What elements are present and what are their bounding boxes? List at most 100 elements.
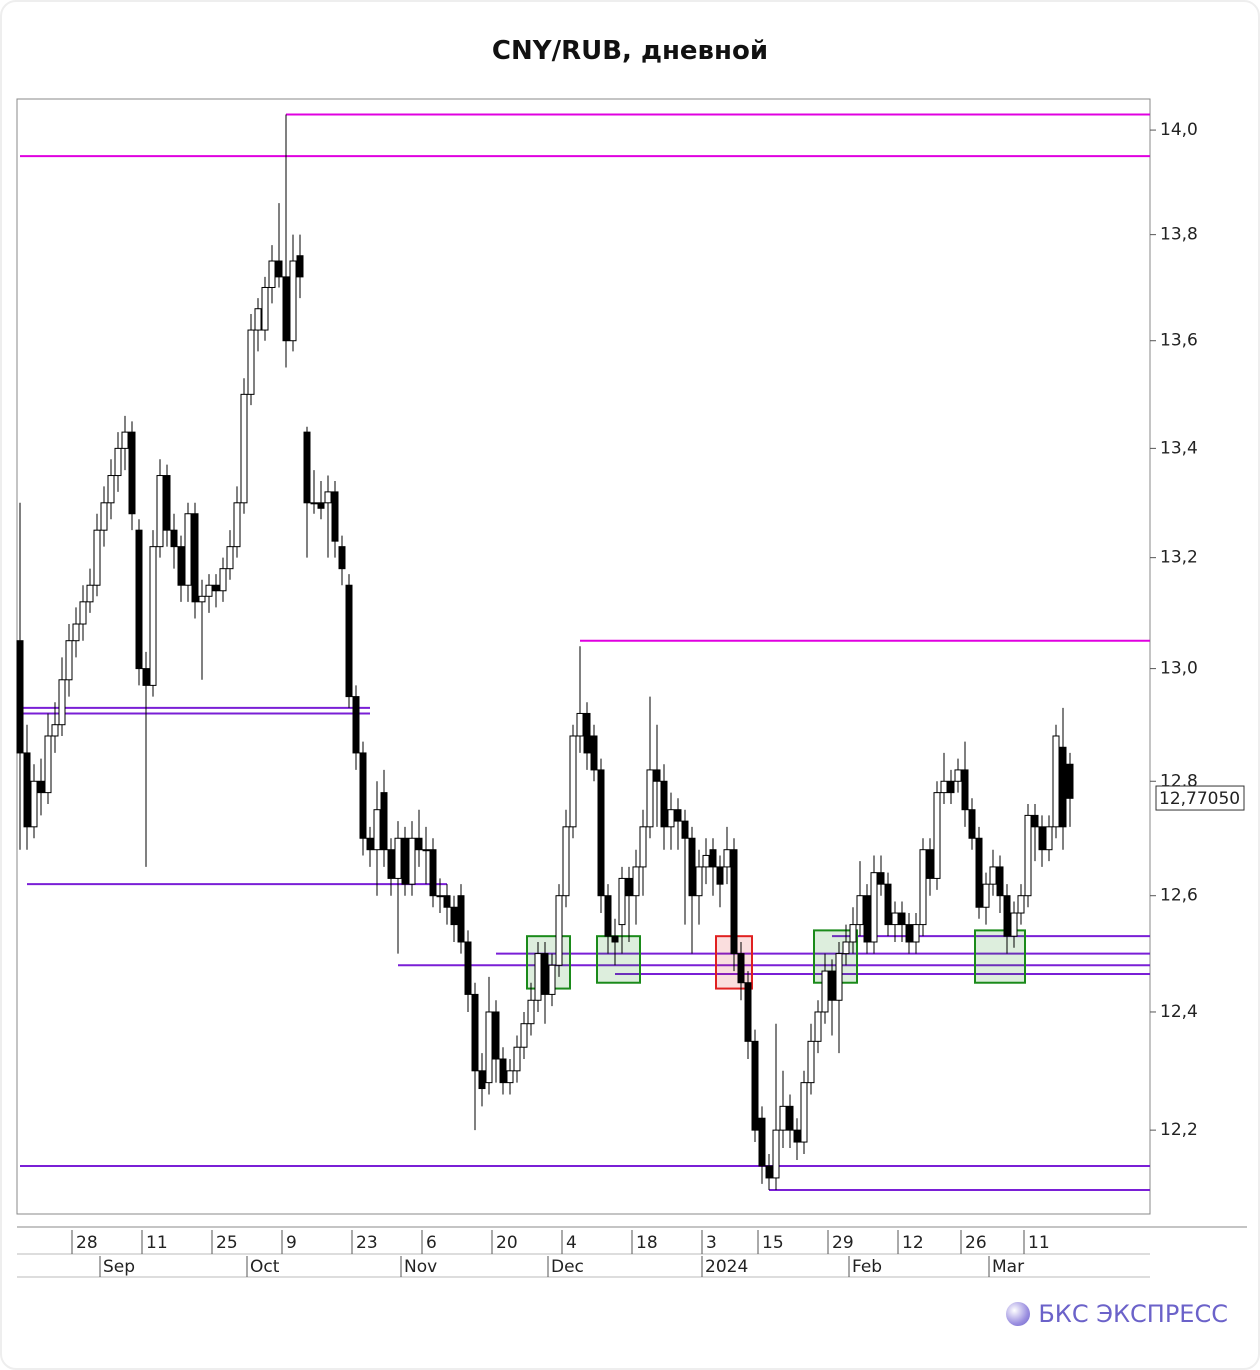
candle-body bbox=[709, 849, 717, 868]
candle-body bbox=[268, 260, 276, 288]
candle-body bbox=[632, 866, 640, 897]
candle-body bbox=[625, 877, 633, 897]
candle-body bbox=[72, 623, 80, 642]
candle-body bbox=[226, 546, 234, 570]
candle-body bbox=[1017, 895, 1025, 914]
candle-body bbox=[261, 286, 269, 331]
candle-body bbox=[667, 809, 675, 828]
candle-body bbox=[527, 999, 535, 1025]
candle-body bbox=[702, 854, 710, 868]
candle-body bbox=[891, 912, 899, 926]
x-tick-label: 12 bbox=[902, 1233, 924, 1253]
candle-body bbox=[107, 475, 115, 504]
candle-body bbox=[611, 935, 619, 943]
candle-body bbox=[198, 595, 206, 603]
candle-body bbox=[849, 924, 857, 943]
candle-body bbox=[282, 276, 290, 342]
candle-body bbox=[23, 752, 31, 828]
candle-body bbox=[821, 970, 829, 1013]
candle-body bbox=[800, 1082, 808, 1143]
candle-body bbox=[324, 491, 332, 504]
candle-body bbox=[380, 792, 388, 851]
brand-logo bbox=[1006, 1302, 1031, 1326]
candle-body bbox=[65, 640, 73, 681]
candle-body bbox=[716, 866, 724, 885]
candle-body bbox=[394, 837, 402, 879]
candle-body bbox=[954, 769, 962, 782]
candle-body bbox=[471, 993, 479, 1072]
candle-body bbox=[16, 640, 24, 754]
x-tick-label: 23 bbox=[356, 1233, 378, 1253]
candle-body bbox=[842, 941, 850, 955]
candle-body bbox=[723, 849, 731, 868]
candle-body bbox=[590, 735, 598, 771]
candle-body bbox=[597, 769, 605, 897]
candle-body bbox=[758, 1117, 766, 1167]
candle-body bbox=[996, 866, 1004, 897]
candle-body bbox=[751, 1040, 759, 1131]
candle-body bbox=[37, 780, 45, 794]
candle-body bbox=[121, 431, 129, 449]
candle-body bbox=[583, 712, 591, 754]
candle-body bbox=[905, 924, 913, 943]
candle-body bbox=[478, 1070, 486, 1090]
x-tick-label: 4 bbox=[566, 1233, 577, 1253]
candle-body bbox=[814, 1011, 822, 1042]
plot-frame bbox=[16, 98, 1151, 1215]
candle-body bbox=[163, 475, 171, 531]
candle-body bbox=[569, 735, 577, 828]
candle-body bbox=[51, 724, 59, 737]
y-tick-label: 13,2 bbox=[1160, 548, 1198, 568]
x-tick-label: 15 bbox=[762, 1233, 784, 1253]
candle-body bbox=[401, 837, 409, 885]
candle-body bbox=[1066, 763, 1074, 799]
candle-body bbox=[884, 883, 892, 926]
candle-body bbox=[254, 308, 262, 331]
candle-body bbox=[835, 953, 843, 1001]
candle-body bbox=[44, 735, 52, 794]
candle-body bbox=[639, 826, 647, 868]
candle-body bbox=[170, 529, 178, 548]
candle-body bbox=[317, 502, 325, 509]
candle-body bbox=[79, 601, 87, 625]
x-major-label: Dec bbox=[551, 1257, 584, 1277]
chart: 12,212,412,612,813,013,213,413,613,814,0… bbox=[16, 98, 1247, 1278]
x-tick-label: 20 bbox=[496, 1233, 518, 1253]
candle-body bbox=[240, 393, 248, 504]
x-tick-label: 25 bbox=[216, 1233, 238, 1253]
candle-body bbox=[940, 780, 948, 794]
candle-body bbox=[1045, 826, 1053, 851]
candle-body bbox=[30, 780, 38, 828]
candle-body bbox=[135, 529, 143, 670]
candle-body bbox=[464, 941, 472, 995]
candle-body bbox=[744, 982, 752, 1042]
x-major-label: Nov bbox=[404, 1257, 437, 1277]
candle-body bbox=[128, 431, 136, 515]
x-major-label: 2024 bbox=[705, 1257, 748, 1277]
candle-body bbox=[296, 255, 304, 278]
candle-body bbox=[289, 260, 297, 342]
zone bbox=[596, 935, 641, 984]
candle-body bbox=[856, 895, 864, 926]
candle-body bbox=[604, 895, 612, 937]
candle-body bbox=[772, 1129, 780, 1179]
candle-body bbox=[93, 529, 101, 586]
candle-body bbox=[506, 1070, 514, 1084]
candle-body bbox=[961, 769, 969, 811]
candle-body bbox=[877, 872, 885, 885]
candle-body bbox=[422, 849, 430, 852]
x-tick-label: 3 bbox=[706, 1233, 717, 1253]
y-tick-label: 13,0 bbox=[1160, 659, 1198, 679]
candle-body bbox=[1003, 895, 1011, 937]
candle-body bbox=[576, 712, 584, 737]
x-tick-label: 11 bbox=[146, 1233, 168, 1253]
x-tick-label: 18 bbox=[636, 1233, 658, 1253]
candle-body bbox=[730, 849, 738, 955]
candle-body bbox=[177, 546, 185, 586]
candle-body bbox=[541, 953, 549, 995]
candle-body bbox=[156, 475, 164, 548]
y-tick-label: 12,4 bbox=[1160, 1002, 1198, 1022]
candle-body bbox=[191, 513, 199, 603]
x-major-label: Sep bbox=[103, 1257, 135, 1277]
candle-body bbox=[786, 1105, 794, 1131]
